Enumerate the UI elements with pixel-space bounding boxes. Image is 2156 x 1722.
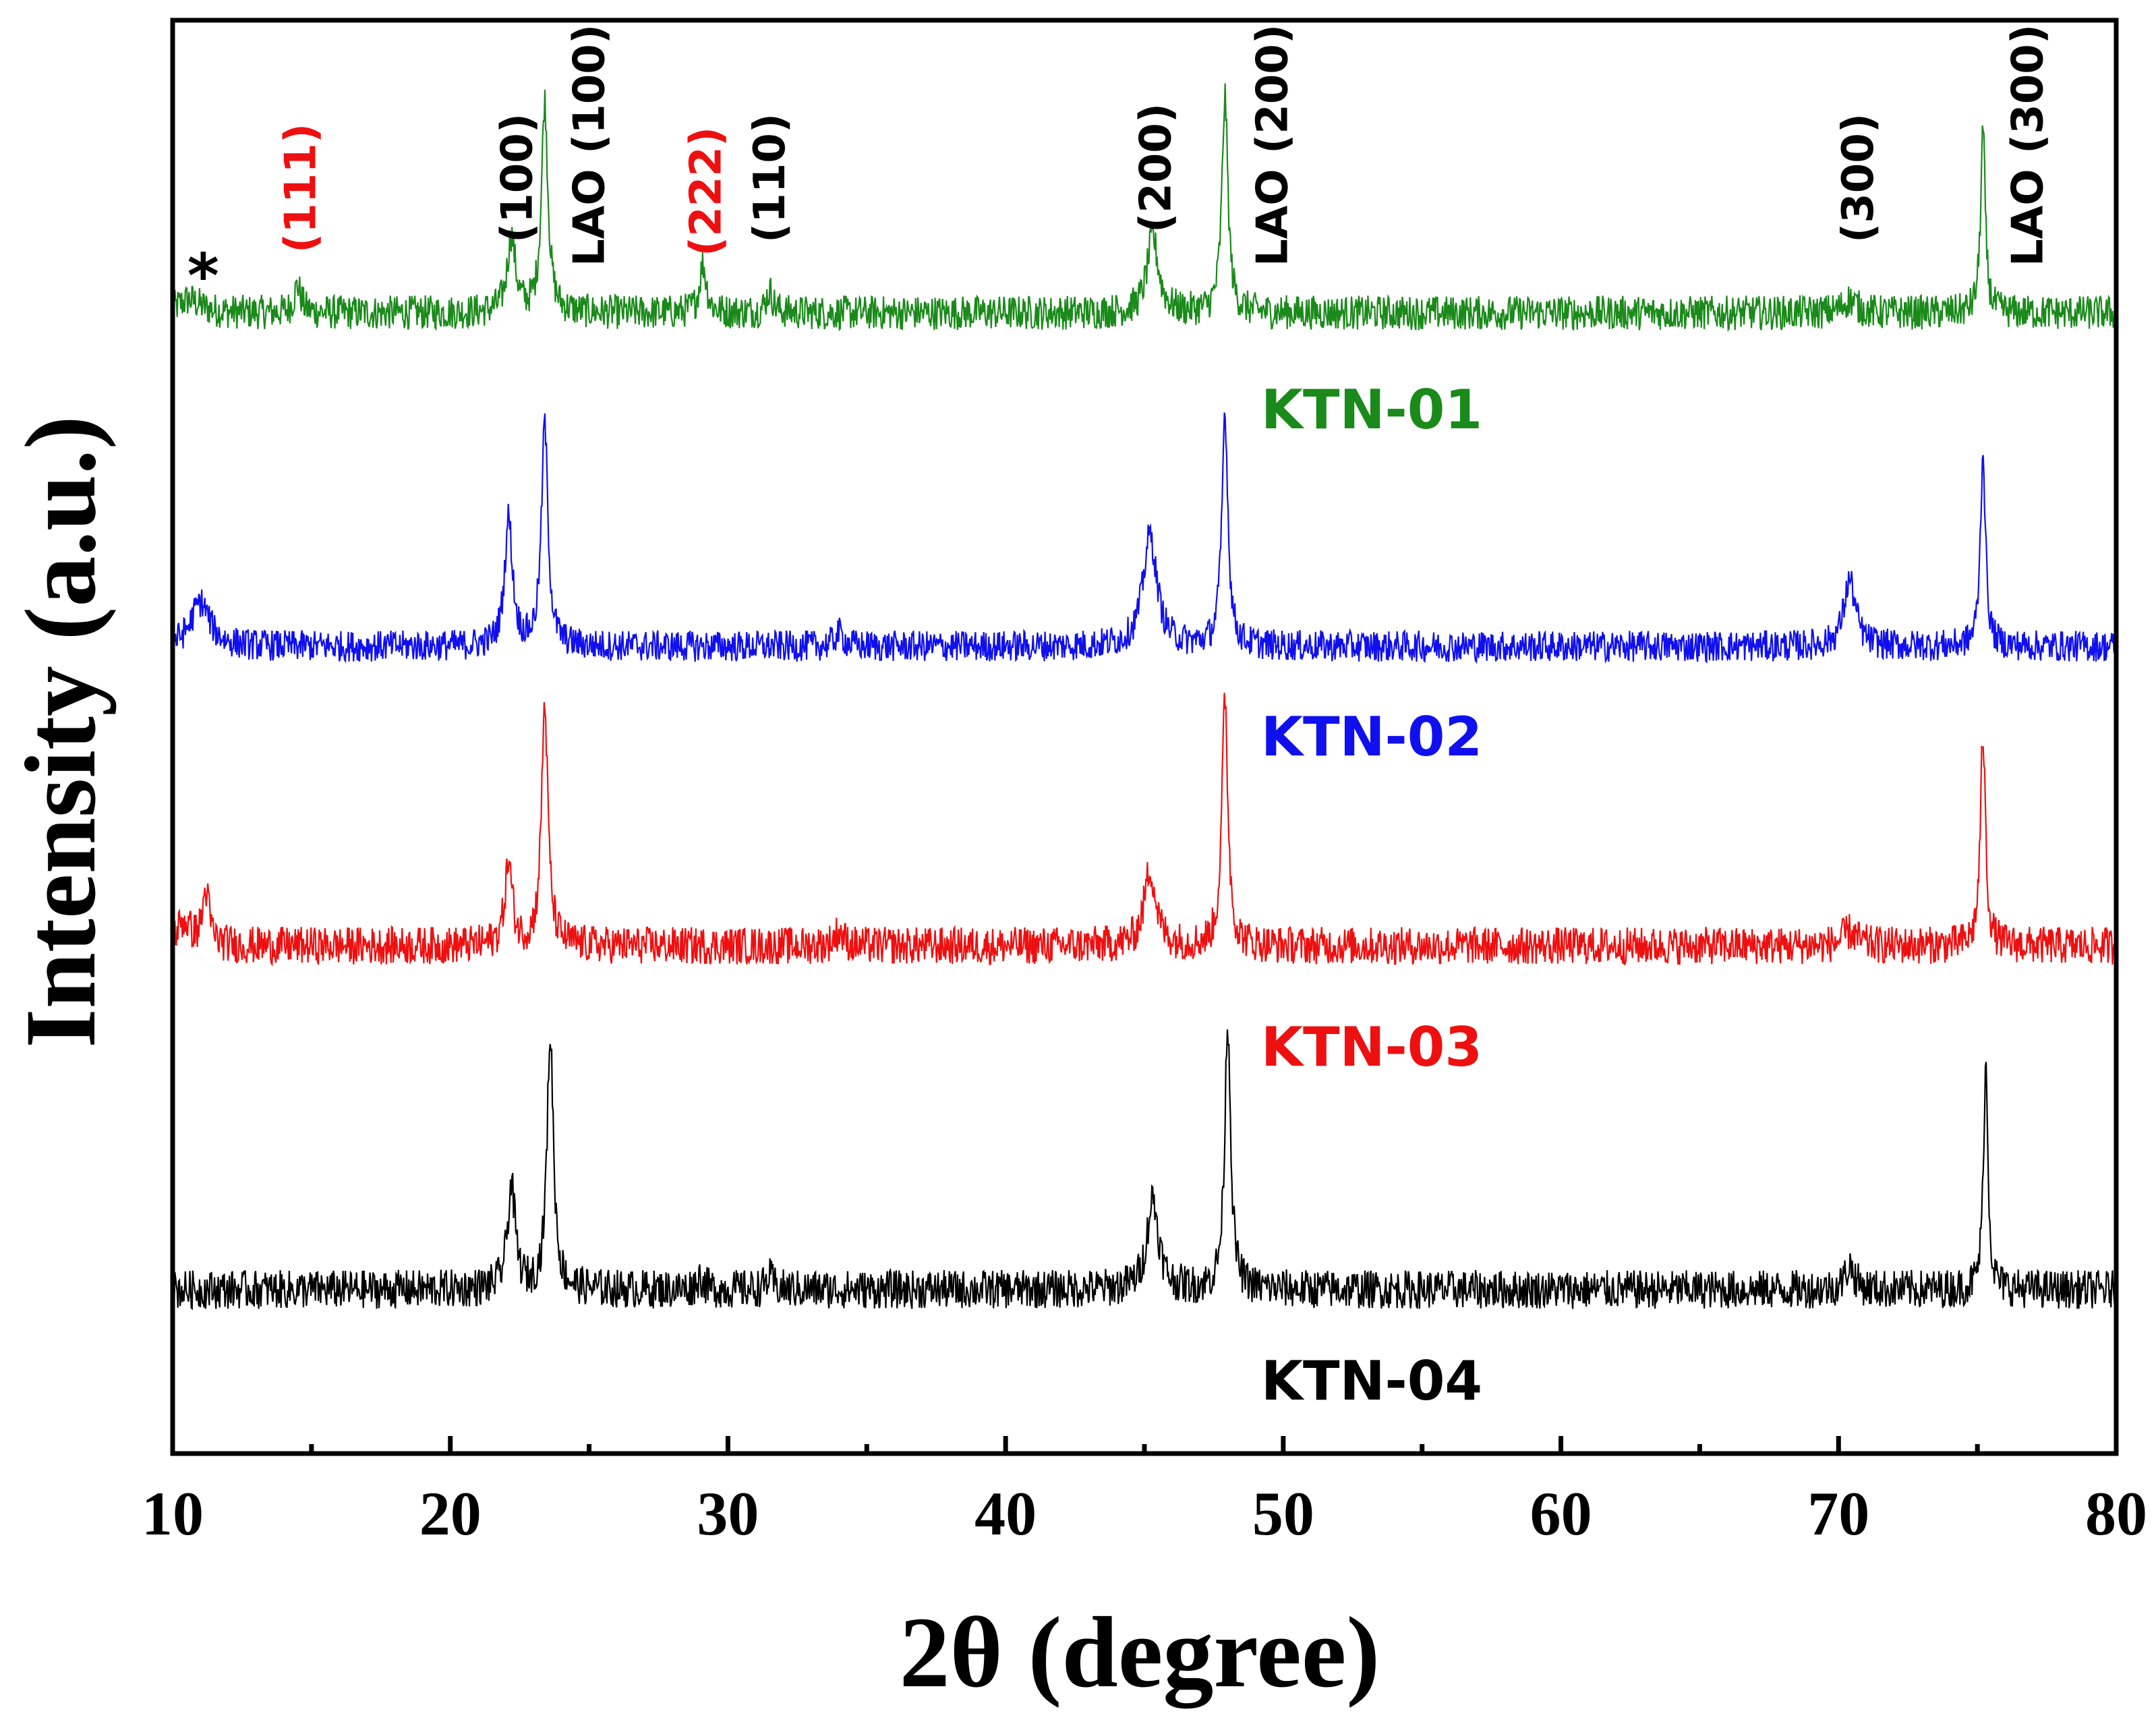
peak-annotation: LAO (100) bbox=[565, 24, 615, 266]
peak-annotation: (111) bbox=[276, 123, 326, 253]
x-tick-label: 20 bbox=[419, 1479, 482, 1548]
series-labels-group: KTN-01 KTN-02 KTN-03 KTN-04 bbox=[1261, 378, 1482, 1412]
x-ticks-group: 10 20 30 40 50 60 70 80 bbox=[142, 1436, 2147, 1548]
y-axis-title: Intensity (a.u.) bbox=[5, 415, 117, 1048]
x-tick-label: 60 bbox=[1530, 1479, 1592, 1548]
annotations-group: * (111) (100) LAO (100) (222) (110) (200) LAO (… bbox=[187, 24, 2053, 312]
peak-annotation: (300) bbox=[1834, 113, 1884, 243]
peak-annotation: (110) bbox=[745, 113, 795, 243]
series-label-ktn-01: KTN-01 bbox=[1261, 378, 1482, 441]
x-tick-label: 30 bbox=[697, 1479, 759, 1548]
series-label-ktn-03: KTN-03 bbox=[1261, 1016, 1482, 1079]
x-tick-label: 50 bbox=[1252, 1479, 1314, 1548]
x-tick-label: 10 bbox=[142, 1479, 204, 1548]
series-label-ktn-02: KTN-02 bbox=[1261, 706, 1482, 768]
x-tick-label: 40 bbox=[974, 1479, 1037, 1548]
series-label-ktn-04: KTN-04 bbox=[1261, 1350, 1482, 1412]
traces-group bbox=[171, 83, 2118, 1311]
peak-annotation: LAO (300) bbox=[2003, 24, 2053, 266]
x-tick-label: 80 bbox=[2085, 1479, 2147, 1548]
peak-annotation: LAO (200) bbox=[1248, 24, 1298, 266]
peak-annotation: (200) bbox=[1132, 103, 1182, 233]
peak-annotation: (100) bbox=[493, 113, 543, 243]
star-annotation: * bbox=[187, 241, 219, 312]
peak-annotation: (222) bbox=[682, 127, 732, 256]
series-line-ktn-02 bbox=[171, 412, 2118, 664]
x-axis-title: 2θ (degree) bbox=[900, 1597, 1380, 1709]
series-line-ktn-03 bbox=[171, 693, 2118, 967]
series-line-ktn-04 bbox=[171, 1029, 2118, 1311]
series-line-ktn-01 bbox=[171, 83, 2118, 333]
x-tick-label: 70 bbox=[1807, 1479, 1869, 1548]
plot-frame bbox=[170, 18, 2119, 1456]
